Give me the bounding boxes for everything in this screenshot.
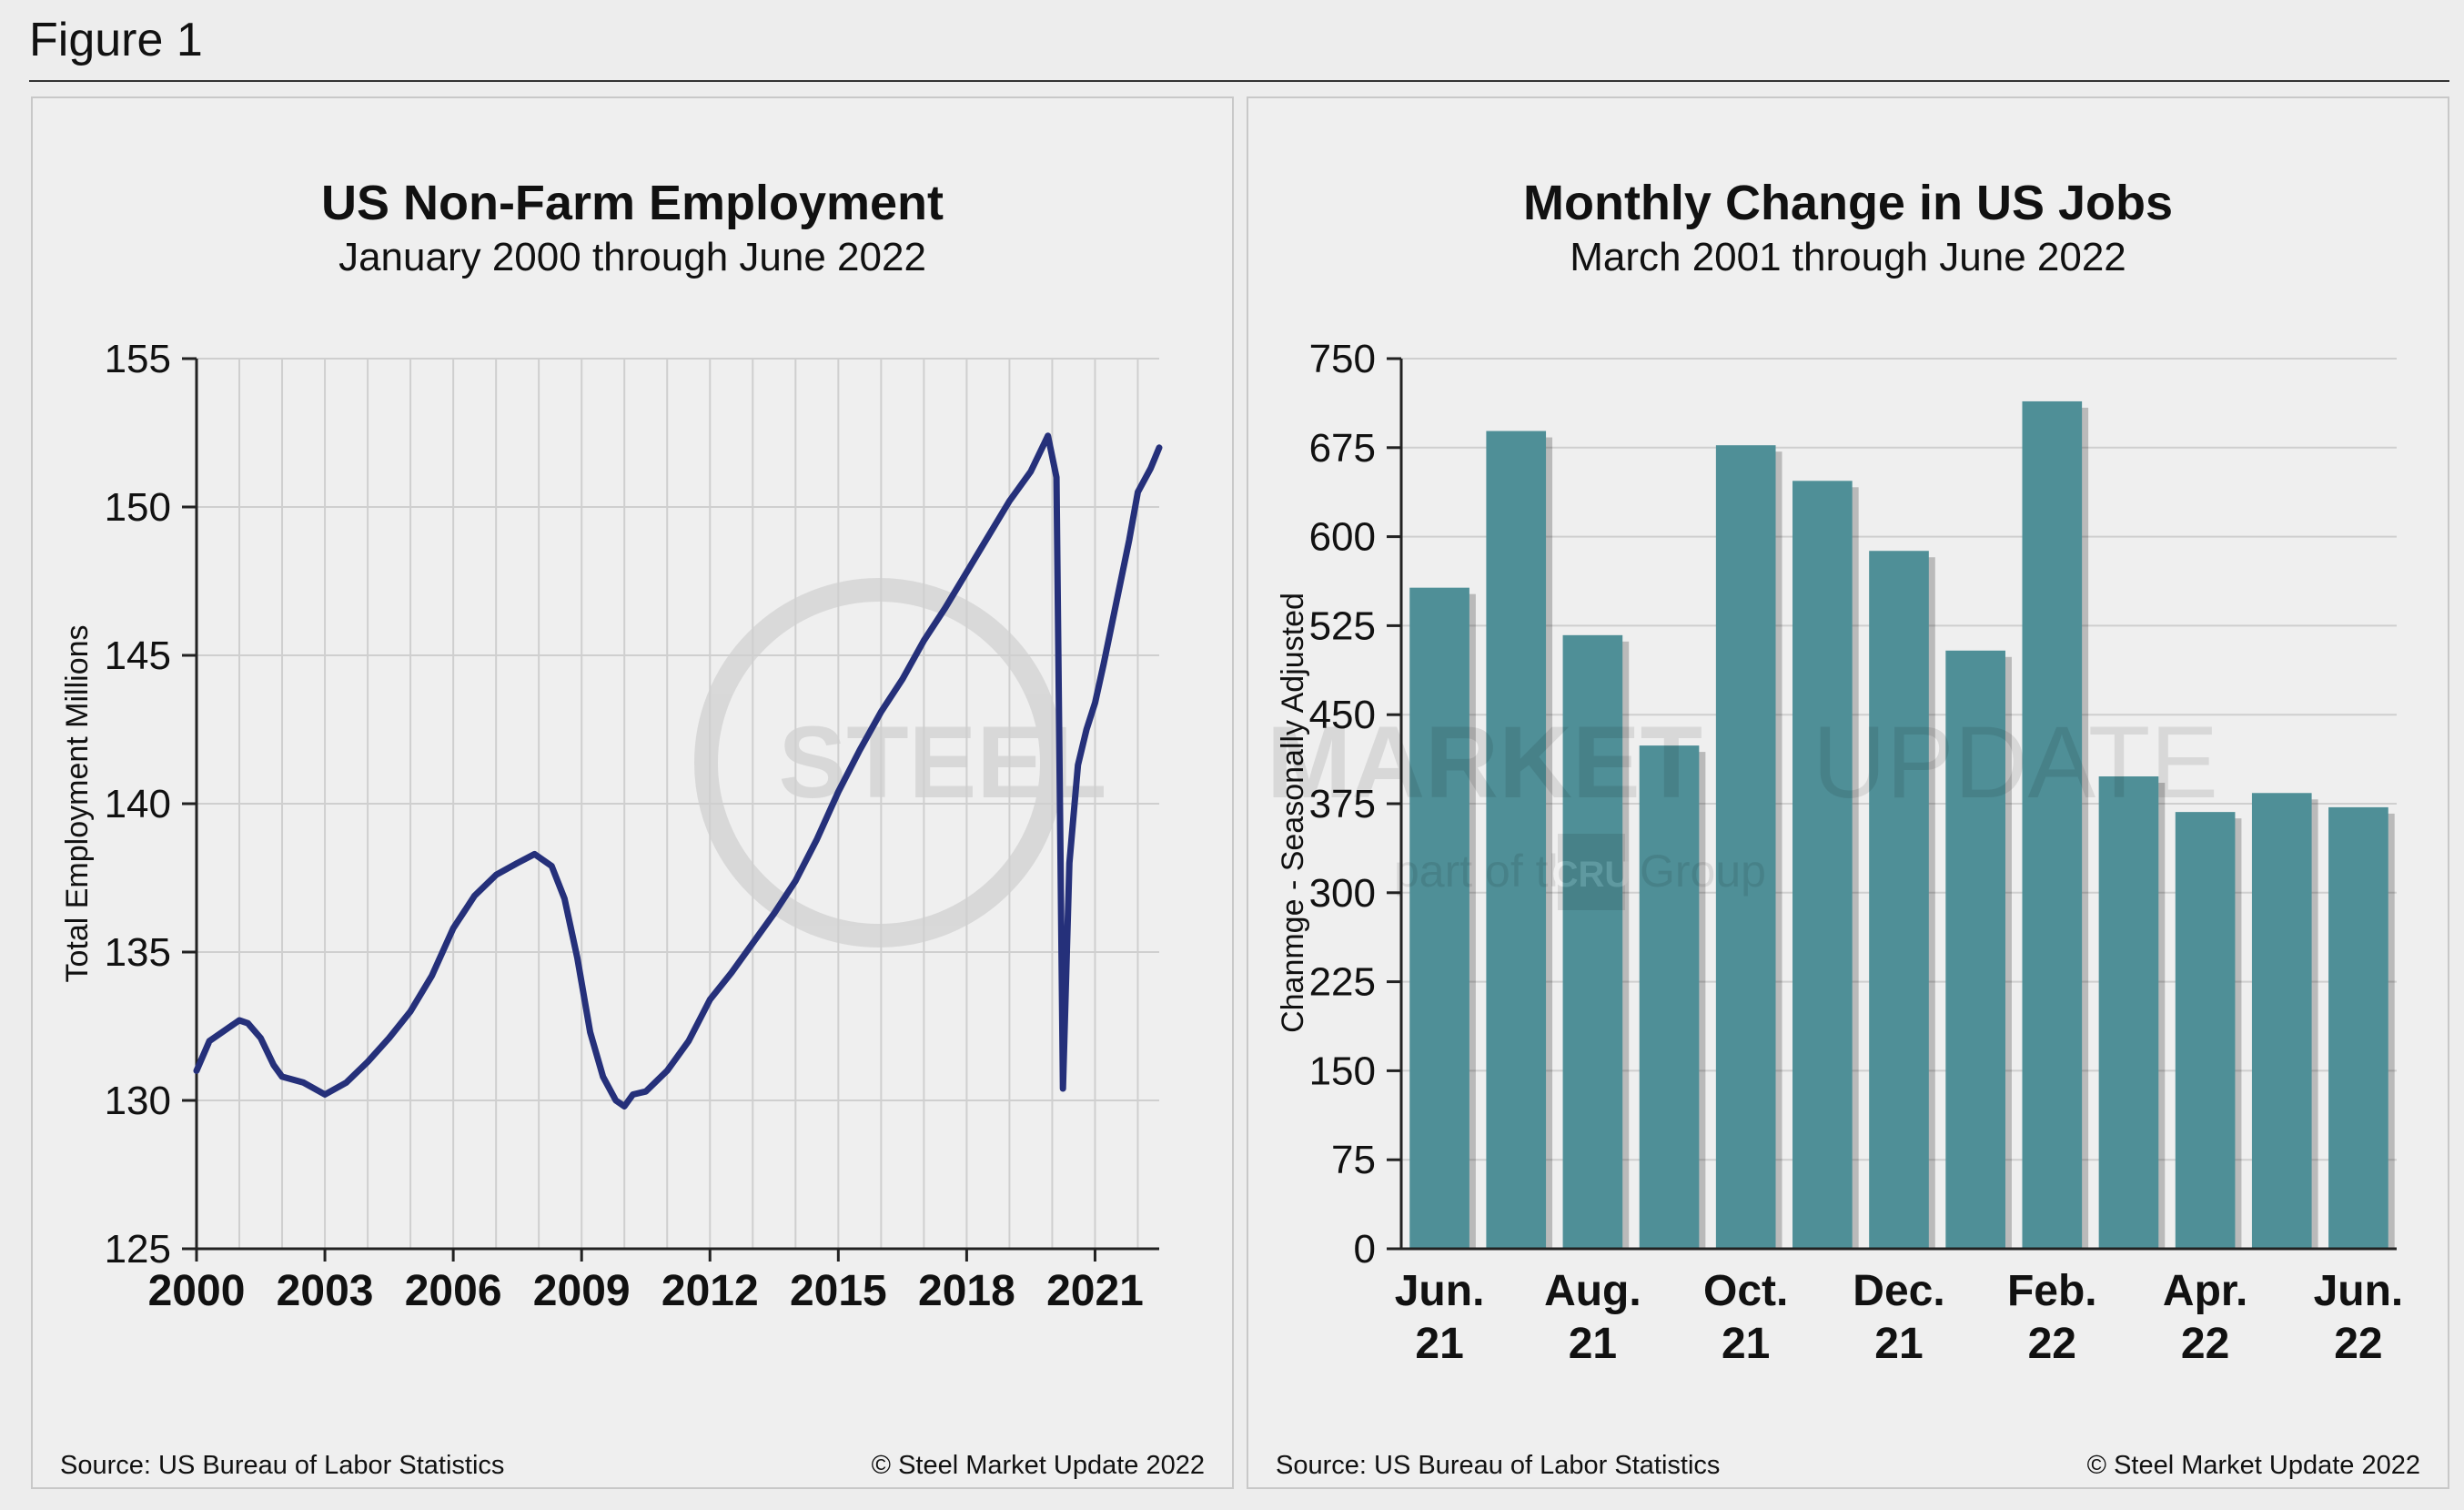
x-tick-label: Aug. — [1544, 1267, 1641, 1315]
jobs-chart-title: Monthly Change in US Jobs — [1522, 176, 2174, 230]
employment-source: Source: US Bureau of Labor Statistics — [60, 1451, 505, 1480]
y-tick-label: 150 — [105, 485, 171, 530]
x-tick-label-year: 22 — [2334, 1320, 2382, 1368]
employment-chart-panel: US Non-Farm Employment January 2000 thro… — [31, 96, 1234, 1489]
bar — [1409, 587, 1469, 1249]
employment-line-chart: STEEL 125 130 135 140 145 150 155 2000 2003 2006 2… — [60, 337, 1163, 1315]
watermark-text-group: Group — [1640, 846, 1766, 897]
x-tick-label: 2012 — [661, 1267, 759, 1315]
jobs-copyright: © Steel Market Update 2022 — [2086, 1451, 2420, 1480]
bar — [2328, 806, 2388, 1249]
employment-chart-title: US Non-Farm Employment — [320, 176, 944, 230]
watermark-text-update: UPDATE — [1813, 705, 2218, 819]
y-tick-label: 375 — [1309, 782, 1376, 826]
bar — [1715, 445, 1776, 1249]
y-tick-label: 140 — [105, 782, 171, 826]
y-tick-label: 225 — [1309, 960, 1376, 1005]
bar — [1562, 634, 1623, 1249]
x-tick-label: Feb. — [2007, 1267, 2097, 1315]
employment-series-line — [193, 432, 1163, 1110]
x-tick-label: 2021 — [1046, 1267, 1144, 1315]
x-tick-label-year: 21 — [1874, 1320, 1923, 1368]
y-tick-label: 0 — [1354, 1227, 1376, 1272]
jobs-y-axis-label: Chanmge - Seasonally Adjusted — [1276, 593, 1310, 1033]
jobs-bar-chart: MARKET UPDATE part of the CRU Group 0 75 1… — [1267, 337, 2404, 1368]
watermark: STEEL — [694, 578, 1106, 948]
figure-divider — [29, 80, 2449, 82]
x-tick-label: 2003 — [277, 1267, 374, 1315]
x-tick-label-year: 22 — [2028, 1320, 2076, 1368]
bar — [2098, 776, 2159, 1249]
bar — [1486, 431, 1547, 1249]
bar — [1792, 481, 1853, 1249]
y-tick-label: 675 — [1309, 426, 1376, 471]
bar — [1869, 551, 1929, 1249]
bar — [2022, 400, 2083, 1250]
y-tick-label: 150 — [1309, 1049, 1376, 1093]
y-tick-label: 145 — [105, 633, 171, 678]
bar — [2251, 793, 2312, 1249]
x-tick-label: Apr. — [2163, 1267, 2247, 1315]
watermark-right: MARKET UPDATE part of the CRU Group — [1267, 705, 2218, 910]
bar — [1945, 650, 2005, 1249]
y-tick-label: 130 — [105, 1079, 171, 1123]
x-tick-label: 2015 — [790, 1267, 887, 1315]
x-tick-label: Oct. — [1703, 1267, 1788, 1315]
employment-copyright: © Steel Market Update 2022 — [871, 1451, 1205, 1480]
watermark-cru-box — [1558, 834, 1625, 910]
watermark-text-partof: part of the — [1394, 846, 1599, 897]
watermark-text-cru: CRU — [1552, 855, 1631, 895]
y-tick-label: 125 — [105, 1227, 171, 1272]
x-tick-label: 2009 — [533, 1267, 631, 1315]
watermark-text-market: MARKET — [1267, 705, 1702, 819]
y-tick-label: 750 — [1309, 337, 1376, 381]
x-tick-label: 2000 — [148, 1267, 246, 1315]
x-tick-label-year: 21 — [1415, 1320, 1463, 1368]
bar — [1639, 745, 1700, 1249]
x-tick-label: Dec. — [1853, 1267, 1944, 1315]
employment-y-axis-label: Total Employment Millions — [60, 624, 95, 982]
jobs-source: Source: US Bureau of Labor Statistics — [1276, 1451, 1721, 1480]
x-tick-label: 2018 — [918, 1267, 1015, 1315]
x-tick-label: Jun. — [2314, 1267, 2404, 1315]
y-tick-label: 525 — [1309, 603, 1376, 648]
x-tick-label-year: 22 — [2181, 1320, 2229, 1368]
x-tick-label: Jun. — [1395, 1267, 1485, 1315]
y-tick-label: 75 — [1331, 1138, 1376, 1182]
jobs-change-chart-panel: Monthly Change in US Jobs March 2001 thr… — [1247, 96, 2449, 1489]
x-tick-label: 2006 — [405, 1267, 502, 1315]
figure-title: Figure 1 — [29, 14, 203, 66]
jobs-chart-subtitle: March 2001 through June 2022 — [1570, 235, 2126, 279]
employment-chart-subtitle: January 2000 through June 2022 — [338, 235, 926, 279]
y-tick-label: 600 — [1309, 515, 1376, 560]
bar — [2175, 812, 2236, 1249]
y-tick-label: 155 — [105, 337, 171, 381]
x-tick-label-year: 21 — [1722, 1320, 1770, 1368]
y-tick-label: 300 — [1309, 871, 1376, 916]
y-tick-label: 135 — [105, 930, 171, 975]
x-tick-label-year: 21 — [1569, 1320, 1617, 1368]
y-tick-label: 450 — [1309, 693, 1376, 737]
